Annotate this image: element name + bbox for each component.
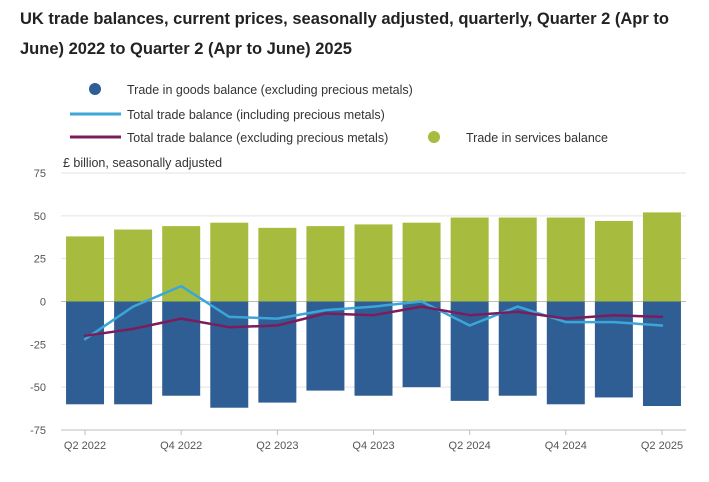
x-tick-label-10: Q4 2024 <box>545 440 587 452</box>
bar-goods-12 <box>642 301 681 407</box>
legend-item-total-excl[interactable]: Total trade balance (excluding precious … <box>70 131 388 145</box>
y-tick-label-2: 25 <box>34 254 46 266</box>
y-tick-label-1: 50 <box>34 211 46 223</box>
bar-services-1 <box>114 229 153 302</box>
bar-goods-6 <box>354 301 393 396</box>
x-tick-label-12: Q2 2025 <box>641 440 683 452</box>
bar-services-4 <box>258 227 297 302</box>
bar-services-5 <box>306 226 345 302</box>
bar-goods-3 <box>210 301 249 408</box>
legend-label-services: Trade in services balance <box>466 131 608 145</box>
y-tick-label-5: -50 <box>30 382 46 394</box>
legend-label-total-excl: Total trade balance (excluding precious … <box>127 131 388 145</box>
bar-services-0 <box>66 236 105 302</box>
x-tick-label-2: Q4 2022 <box>160 440 202 452</box>
y-axis-unit-label: £ billion, seasonally adjusted <box>63 156 222 170</box>
legend-item-total-incl[interactable]: Total trade balance (including precious … <box>70 108 385 122</box>
bar-services-3 <box>210 222 249 302</box>
chart-legend: Trade in goods balance (excluding precio… <box>70 83 608 145</box>
y-tick-label-3: 0 <box>40 297 46 309</box>
legend-marker-goods <box>89 83 101 95</box>
legend-marker-services <box>428 131 440 143</box>
line-total-incl <box>83 284 664 341</box>
bar-services-8 <box>450 217 489 302</box>
bar-goods-2 <box>162 301 201 396</box>
x-tick-label-0: Q2 2022 <box>64 440 106 452</box>
y-tick-label-0: 75 <box>34 168 46 180</box>
line-total-excl <box>83 305 664 338</box>
bar-services-11 <box>594 220 633 302</box>
legend-item-services[interactable]: Trade in services balance <box>428 131 608 145</box>
chart-title: UK trade balances, current prices, seaso… <box>20 10 669 58</box>
x-tick-label-6: Q4 2023 <box>352 440 394 452</box>
plot-area: 75 50 25 0 -25 -50 -75 Q2 2022 Q4 2022 Q2 2023 Q4 … <box>30 168 686 452</box>
y-tick-label-6: -75 <box>30 425 46 437</box>
bar-goods-1 <box>114 301 153 405</box>
x-tick-label-8: Q2 2024 <box>449 440 491 452</box>
bar-goods-7 <box>402 301 441 388</box>
x-tick-label-4: Q2 2023 <box>256 440 298 452</box>
bar-services-2 <box>162 226 201 302</box>
bar-services-9 <box>498 217 537 302</box>
legend-label-goods: Trade in goods balance (excluding precio… <box>127 83 413 97</box>
legend-label-total-incl: Total trade balance (including precious … <box>127 108 385 122</box>
bar-services-10 <box>546 217 585 302</box>
bar-services-6 <box>354 224 393 302</box>
legend-item-goods[interactable]: Trade in goods balance (excluding precio… <box>89 83 413 97</box>
bar-services-7 <box>402 222 441 302</box>
bar-goods-11 <box>594 301 633 398</box>
y-tick-label-4: -25 <box>30 339 46 351</box>
bar-goods-9 <box>498 301 537 396</box>
bar-services-12 <box>642 212 681 302</box>
bar-goods-0 <box>66 301 105 405</box>
